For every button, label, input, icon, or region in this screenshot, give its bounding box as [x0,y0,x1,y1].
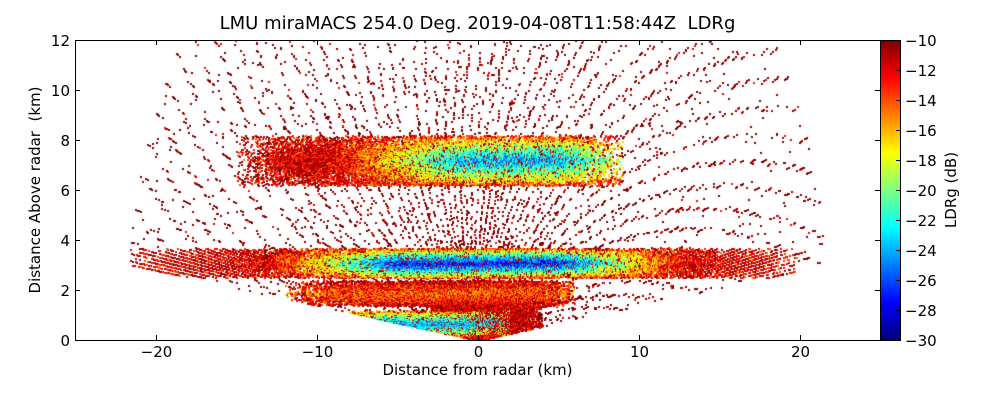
colorbar-tick-label: −26 [905,271,937,290]
colorbar-tick-label: −20 [905,181,937,200]
y-axis-ticks [75,40,880,341]
colorbar [880,40,901,340]
x-axis-ticks [156,40,801,340]
colorbar-tick-label: −18 [905,151,937,170]
colorbar-tick-label: −30 [905,331,937,350]
x-axis-label: Distance from radar (km) [382,361,573,379]
colorbar-tick-label: −22 [905,211,937,230]
chart-title: LMU miraMACS 254.0 Deg. 2019-04-08T11:58… [219,13,736,34]
x-tick-label: 20 [790,343,811,361]
colorbar-tick-label: −28 [905,301,937,320]
y-tick-label: 8 [60,131,70,150]
colorbar-frame [880,40,901,341]
colorbar-tick-label: −14 [905,91,937,110]
plot-area [75,40,880,340]
x-tick-label: −20 [140,343,173,361]
y-tick-label: 12 [50,31,70,50]
x-tick-label: 0 [473,343,484,361]
colorbar-tick-label: −12 [905,61,937,80]
colorbar-ticks [896,40,900,341]
colorbar-tick-label: −24 [905,241,937,260]
colorbar-area [880,40,901,340]
y-axis-label: Distance Above radar (km) [26,86,44,294]
y-tick-label: 6 [60,181,70,200]
x-tick-label: 10 [629,343,650,361]
y-tick-label: 2 [60,281,70,300]
colorbar-label: LDRg (dB) [942,151,960,229]
colorbar-tick-label: −10 [905,31,937,50]
ldr-heatmap [75,40,880,340]
y-tick-label: 4 [60,231,70,250]
colorbar-tick-label: −16 [905,121,937,140]
y-tick-label: 0 [60,331,70,350]
x-tick-label: −10 [301,343,334,361]
y-tick-label: 10 [50,81,70,100]
